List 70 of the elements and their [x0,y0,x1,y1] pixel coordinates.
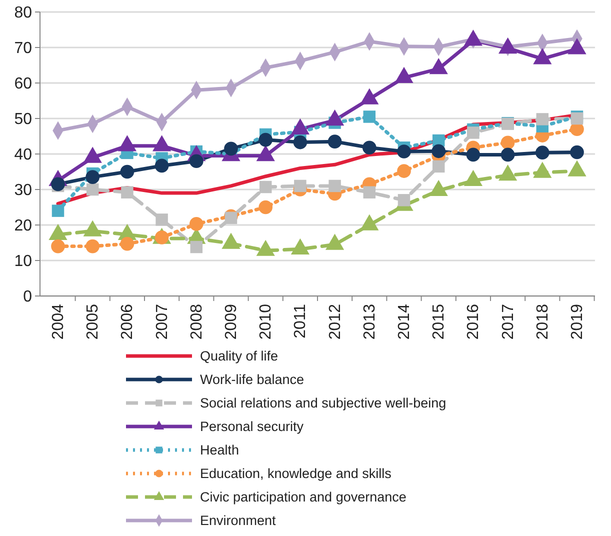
x-tick-label: 2010 [258,304,275,340]
point [189,154,204,168]
legend-label: Education, knowledge and skills [200,466,392,482]
point [189,217,204,231]
x-tick-label: 2007 [154,304,171,340]
point [259,180,272,194]
y-tick-label: 0 [23,288,32,306]
point [190,240,203,254]
point [51,239,65,254]
y-tick-label: 20 [14,218,32,235]
y-tick-label: 10 [14,253,32,270]
x-tick-label: 2017 [500,304,517,340]
point [156,214,168,226]
y-tick-label: 50 [14,111,32,128]
point [500,136,515,150]
point [432,144,446,158]
point [570,145,584,160]
point [86,183,99,196]
point [535,146,550,160]
legend-label: Environment [200,513,276,528]
point [328,134,342,148]
x-tick-label: 2006 [119,304,136,340]
x-tick-label: 2014 [396,304,413,340]
y-tick-label: 70 [14,40,32,58]
y-tick-label: 80 [14,4,32,22]
point [294,180,306,192]
y-tick-label: 40 [14,146,32,164]
x-tick-label: 2016 [465,304,482,340]
x-tick-label: 2009 [223,304,240,340]
x-tick-label: 2004 [50,304,67,340]
x-tick-label: 2012 [326,304,344,340]
point [432,160,445,173]
x-tick-label: 2013 [361,304,378,340]
x-tick-label: 2018 [534,304,552,340]
point [86,239,100,254]
y-tick-label: 60 [14,76,32,93]
legend-label: Personal security [200,419,304,434]
y-tick-label: 30 [14,182,32,200]
point [86,170,100,184]
legend-label: Civic participation and governance [200,490,406,505]
point [467,126,480,139]
point [398,194,410,206]
point [224,142,238,156]
point [258,132,273,147]
point [328,180,341,192]
point [293,135,308,150]
point [121,186,134,198]
point [363,186,376,198]
point [120,164,134,179]
point [397,164,411,178]
point [466,148,480,162]
x-tick-label: 2005 [84,304,102,340]
point [120,236,134,251]
legend-label: Health [200,442,240,458]
point [258,200,273,214]
x-tick-label: 2008 [188,304,206,340]
x-tick-label: 2011 [292,304,310,338]
point [52,204,64,217]
point [363,110,376,123]
point [154,158,169,173]
legend-label: Work-life balance [200,372,304,388]
legend-label: Quality of life [200,348,278,364]
point [224,212,238,224]
point [500,148,515,162]
x-tick-label: 2015 [430,304,448,340]
x-tick-label: 2019 [569,304,586,340]
point [536,113,549,126]
point [397,144,411,158]
point [362,140,376,155]
legend-label: Social relations and subjective well-being [200,396,446,411]
